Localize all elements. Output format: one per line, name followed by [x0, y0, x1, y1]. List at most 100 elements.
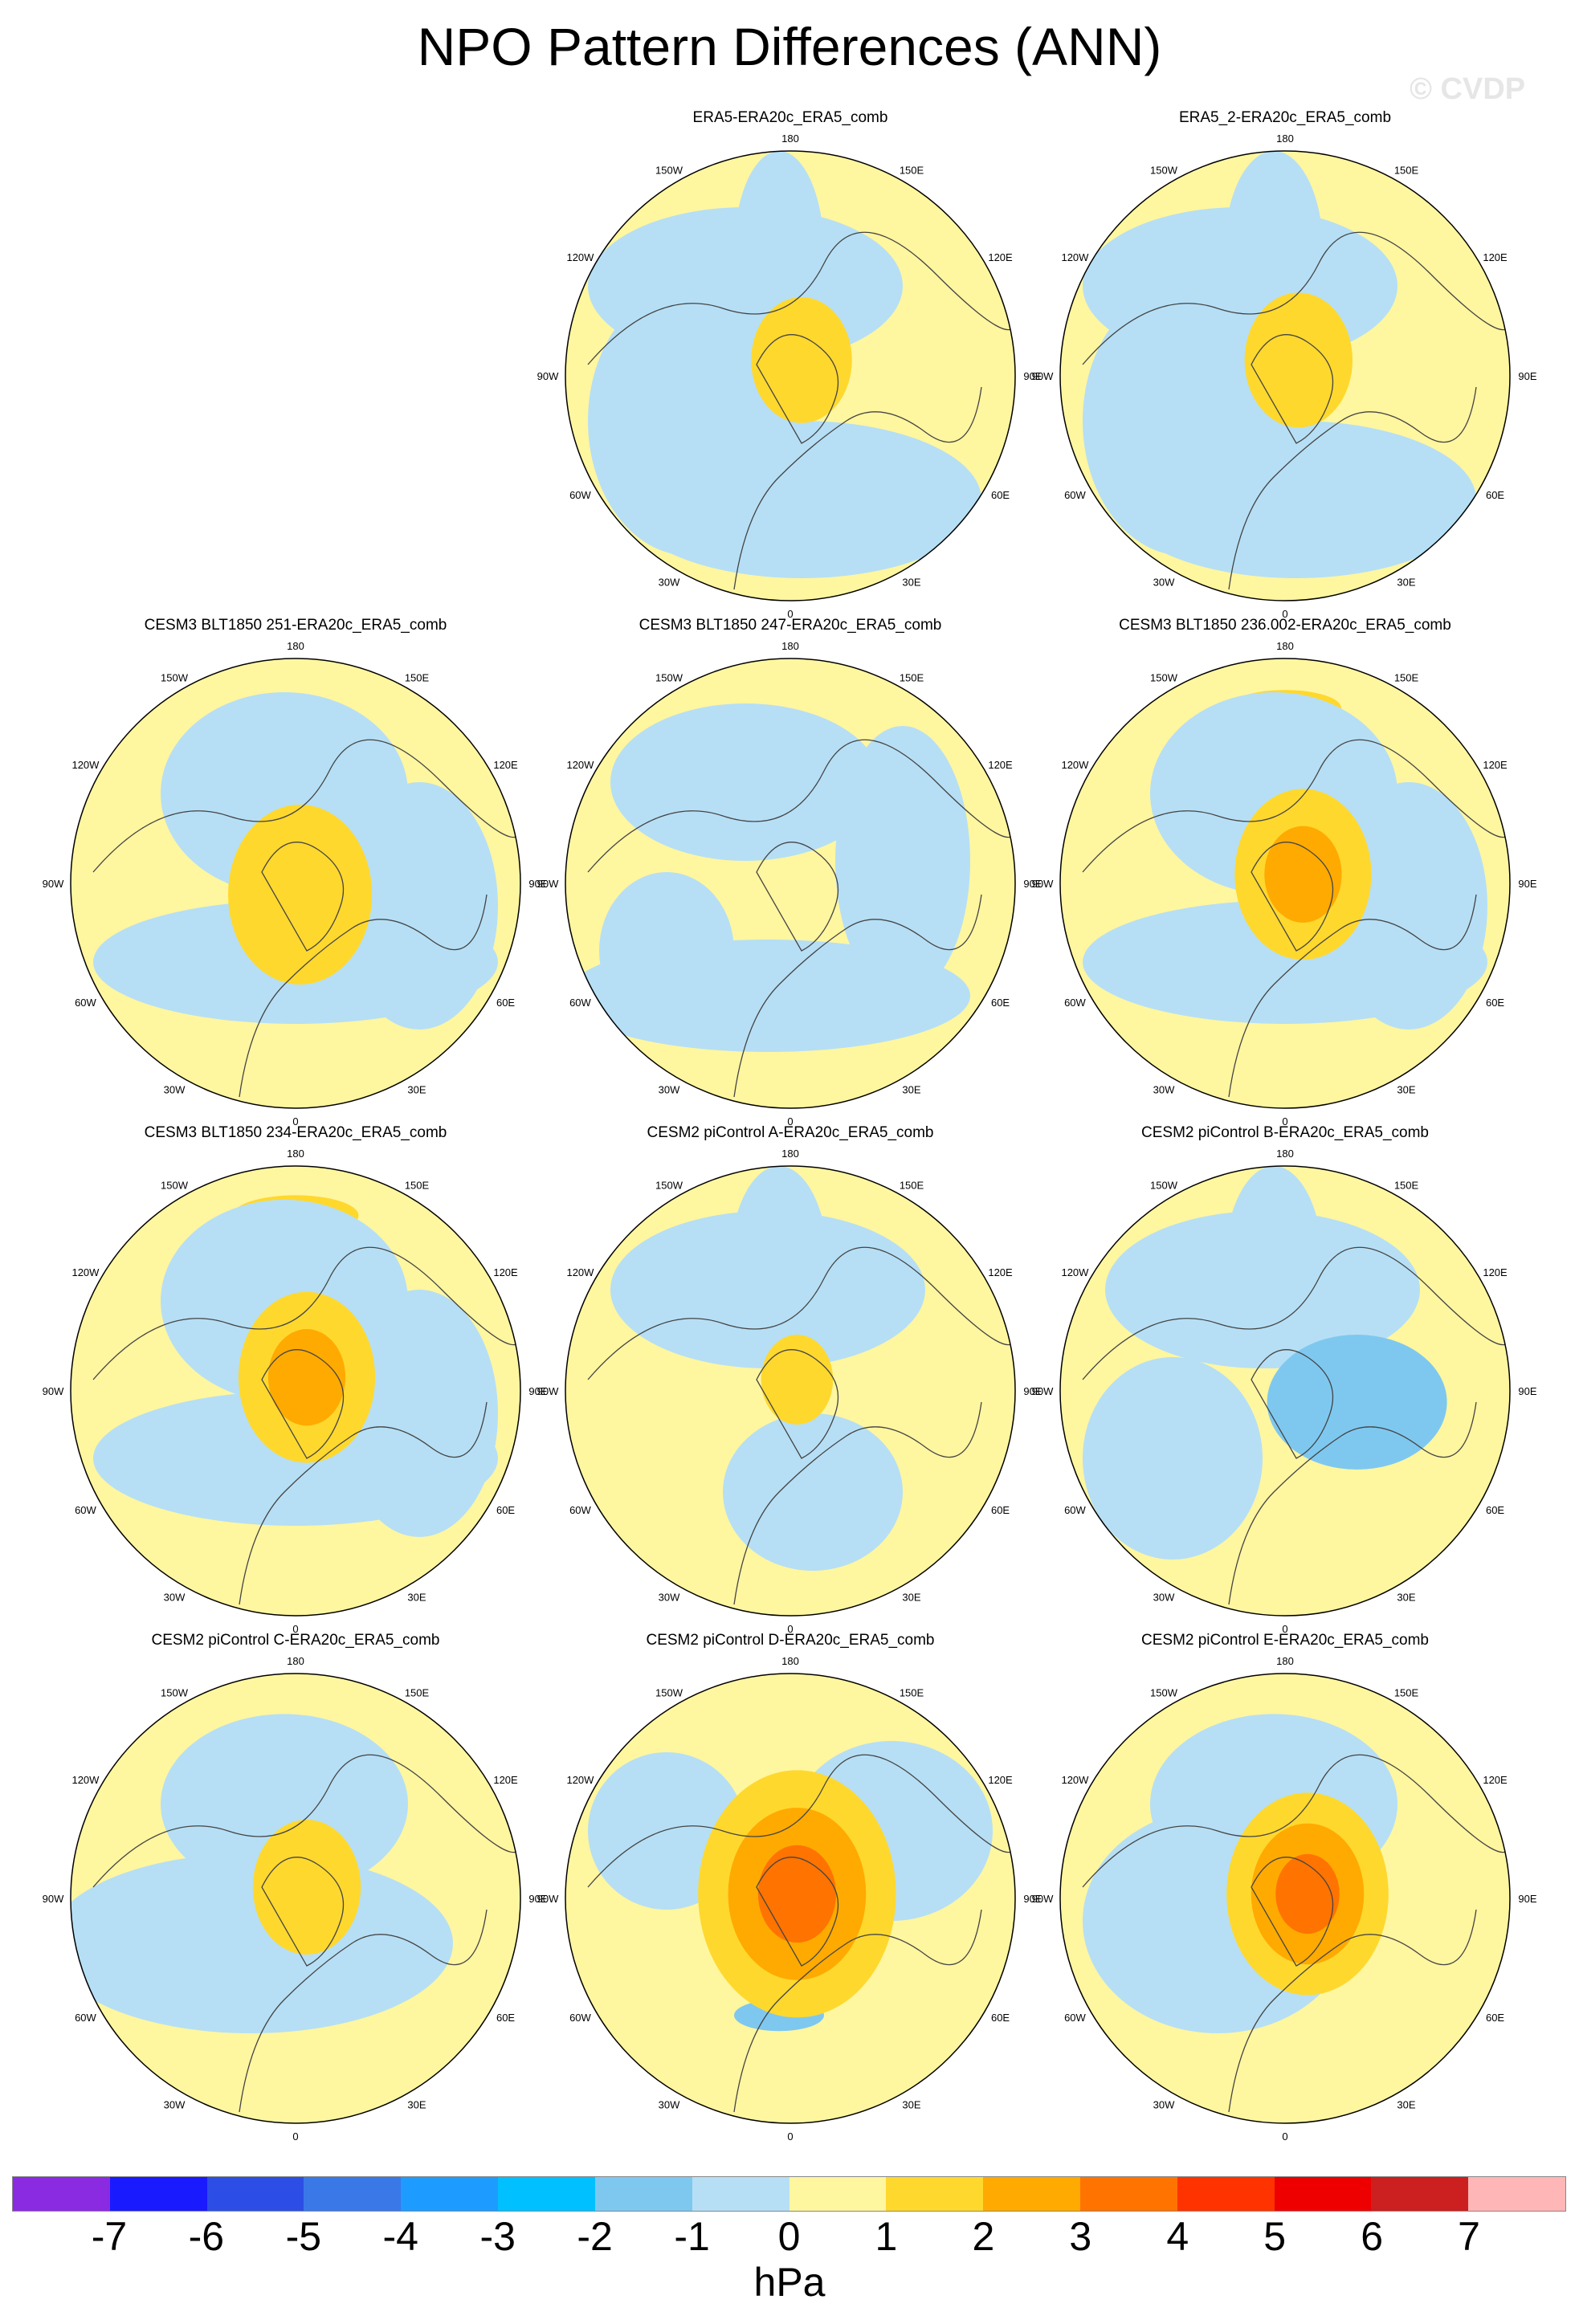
longitude-label: 120E [988, 1266, 1013, 1278]
coastline [587, 739, 1015, 1098]
longitude-label: 60W [569, 489, 591, 501]
contour-peak [757, 1845, 836, 1943]
colorbar-swatch [1079, 2177, 1177, 2211]
panel-title: CESM2 piControl D-ERA20c_ERA5_comb [646, 1632, 934, 1649]
longitude-label: 120E [1483, 251, 1508, 263]
longitude-label: 0 [292, 2130, 298, 2143]
colorbar-swatch [401, 2177, 499, 2211]
longitude-label: 0 [292, 1623, 298, 1635]
map-panel-cesm3-236: CESM3 BLT1850 236.002-ERA20c_ERA5_comb 18… [1032, 617, 1537, 1127]
longitude-label: 120E [493, 1266, 518, 1278]
contour-field [1060, 1166, 1510, 1616]
map-boundary [565, 658, 1016, 1109]
longitude-label: 90E [1023, 878, 1042, 890]
longitude-label: 60W [569, 1504, 591, 1516]
longitude-label: 30W [659, 1591, 680, 1603]
longitude-label: 120W [1061, 1266, 1089, 1278]
longitude-label: 120W [71, 1774, 100, 1786]
longitude-label: 120E [493, 759, 518, 771]
colorbar-tick-label: -3 [479, 2214, 516, 2259]
contour-region [599, 872, 734, 1029]
longitude-label: 60E [991, 997, 1010, 1009]
coastline [1082, 1246, 1510, 1605]
longitude-label: 60W [75, 2012, 96, 2024]
cvdp-watermark: © CVDP [1410, 72, 1526, 106]
colorbar-swatch [886, 2177, 984, 2211]
longitude-label: 60E [496, 1504, 515, 1516]
contour-region [723, 1413, 903, 1571]
longitude-label: 90E [1023, 1385, 1042, 1397]
colorbar-swatch [13, 2177, 110, 2211]
map-boundary [70, 1165, 521, 1617]
longitude-label: 90W [1032, 1893, 1054, 1905]
longitude-label: 30W [1153, 576, 1175, 588]
colorbar-swatch [109, 2177, 207, 2211]
colorbar-labels: -7 -6 -5 -4 -3 -2 -1 0 1 2 3 4 5 6 7 [0, 2212, 1579, 2261]
colorbar-swatch [498, 2177, 595, 2211]
longitude-label: 90W [1032, 370, 1054, 382]
contour-region [1330, 782, 1487, 1029]
longitude-label: 90E [528, 1385, 547, 1397]
longitude-label: 120E [988, 251, 1013, 263]
longitude-label: 60W [1064, 2012, 1086, 2024]
longitude-label: 60W [75, 997, 96, 1009]
map-boundary [565, 1673, 1016, 2124]
longitude-label: 150W [1150, 1180, 1178, 1192]
map-panel-cesm2-e: CESM2 piControl E-ERA20c_ERA5_comb 180 150… [1032, 1632, 1537, 2143]
coastline [92, 739, 520, 1098]
colorbar-swatch [1177, 2177, 1275, 2211]
longitude-label: 150E [900, 165, 924, 177]
longitude-label: 60E [991, 489, 1010, 501]
colorbar [12, 2176, 1566, 2212]
longitude-label: 180 [287, 1148, 304, 1160]
map-panel-cesm2-b: CESM2 piControl B-ERA20c_ERA5_comb 180 150… [1032, 1124, 1537, 1635]
longitude-label: 90W [43, 878, 64, 890]
colorbar-swatch [1274, 2177, 1372, 2211]
contour-region [1267, 1335, 1447, 1470]
longitude-label: 150W [161, 1687, 189, 1699]
longitude-label: 0 [1282, 1623, 1287, 1635]
panel-title: CESM3 BLT1850 251-ERA20c_ERA5_comb [145, 617, 447, 634]
longitude-label: 30E [1397, 1083, 1415, 1095]
colorbar-units: hPa [753, 2260, 826, 2305]
longitude-label: 150W [1150, 672, 1178, 684]
longitude-label: 30E [1397, 2098, 1415, 2110]
colorbar-tick-label: -2 [577, 2214, 613, 2259]
longitude-label: 0 [787, 2130, 793, 2143]
longitude-label: 150W [655, 672, 683, 684]
longitude-label: 90W [43, 1385, 64, 1397]
contour-field [1060, 151, 1510, 601]
coastline [1082, 1754, 1510, 2113]
colorbar-tick-label: 2 [972, 2214, 995, 2259]
longitude-label: 60E [1486, 1504, 1504, 1516]
longitude-label: 90E [528, 878, 547, 890]
longitude-label: 60W [75, 1504, 96, 1516]
longitude-label: 180 [1276, 133, 1294, 145]
longitude-label: 150E [1394, 672, 1419, 684]
longitude-label: 150E [1394, 1180, 1419, 1192]
longitude-label: 150W [161, 1180, 189, 1192]
longitude-label: 120E [988, 1774, 1013, 1786]
longitude-label: 150E [900, 1180, 924, 1192]
coastline [1082, 739, 1510, 1098]
longitude-label: 120W [566, 759, 594, 771]
longitude-label: 120W [566, 251, 594, 263]
contour-region [835, 726, 970, 996]
longitude-label: 120E [988, 759, 1013, 771]
longitude-label: 60W [569, 997, 591, 1009]
map-boundary [1059, 1673, 1511, 2124]
contour-region [71, 1853, 453, 2033]
longitude-label: 150E [405, 1687, 430, 1699]
longitude-label: 120W [1061, 251, 1089, 263]
map-panel-era5-comb: ERA5-ERA20c_ERA5_comb 180 150E 120E 90E 60E 30… [537, 109, 1042, 620]
longitude-label: 30W [659, 2098, 680, 2110]
panel-title: CESM3 BLT1850 247-ERA20c_ERA5_comb [639, 617, 942, 634]
map-grid: ERA5-ERA20c_ERA5_comb 180 150E 120E 90E 60E 30… [43, 109, 1537, 2143]
panel-title: CESM3 BLT1850 236.002-ERA20c_ERA5_comb [1119, 617, 1451, 634]
contour-peak [761, 1335, 834, 1425]
longitude-label: 150E [405, 672, 430, 684]
longitude-label: 30E [407, 1591, 426, 1603]
contour-region [341, 782, 498, 1029]
longitude-label: 30E [902, 576, 920, 588]
longitude-label: 90E [1518, 878, 1536, 890]
